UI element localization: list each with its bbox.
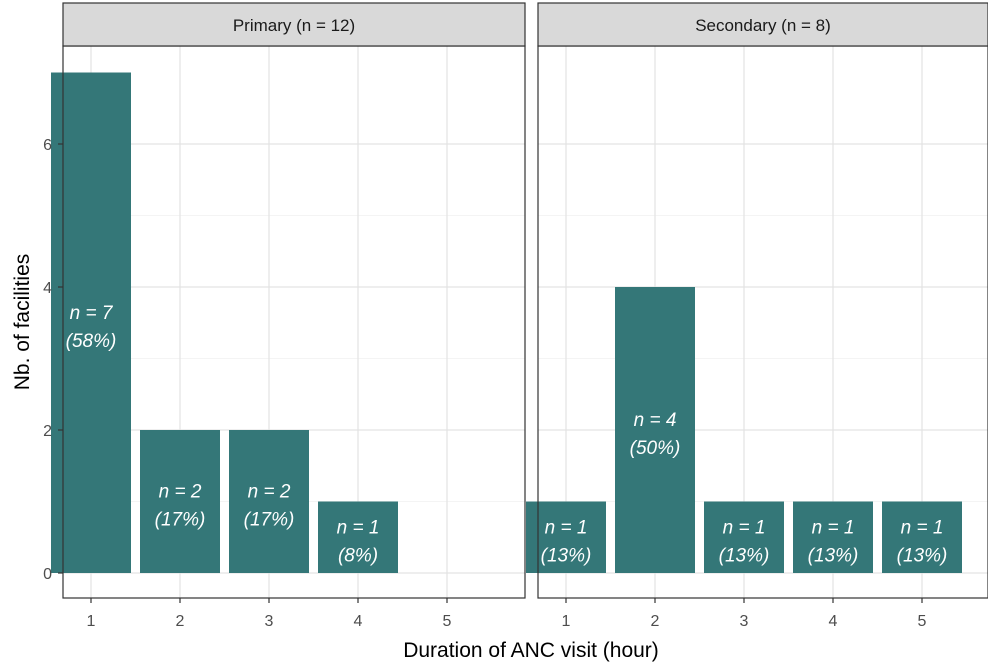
x-tick-label: 2 [176,613,185,630]
bar-label: n = 2 [159,482,202,503]
bar-label: n = 4 [634,410,677,431]
bar-label: (17%) [155,510,206,531]
y-tick-label: 4 [43,280,52,297]
bar-label: (50%) [630,438,681,459]
bar [526,501,606,573]
bar-label: n = 1 [337,517,380,538]
x-tick-label: 1 [562,613,571,630]
x-tick-label: 5 [443,613,452,630]
bar-label: n = 1 [545,517,588,538]
bar-label: (58%) [66,331,117,352]
bar-label: (13%) [541,545,592,566]
bar [704,501,784,573]
bar-label: (8%) [338,545,378,566]
y-tick-label: 6 [43,137,52,154]
bar [229,430,309,573]
bar [882,501,962,573]
x-tick-label: 2 [651,613,660,630]
facet-strip-title: Secondary (n = 8) [695,16,831,35]
bar [318,501,398,573]
x-tick-label: 3 [740,613,749,630]
x-tick-label: 5 [918,613,927,630]
bar-label: (13%) [808,545,859,566]
x-tick-label: 4 [354,613,363,630]
x-axis-title: Duration of ANC visit (hour) [403,639,659,662]
bar [140,430,220,573]
bar [793,501,873,573]
bar-label: (13%) [719,545,770,566]
bar-label: (17%) [244,510,295,531]
x-tick-label: 3 [265,613,274,630]
panel-2: n = 1 (13%) n = 4 (50%) n = 1 (13%) n = 1 (13%)… [526,2,988,630]
bar-label: n = 1 [723,517,766,538]
bar-label: n = 1 [901,517,944,538]
facet-strip-title: Primary (n = 12) [233,16,355,35]
bar-label: n = 1 [812,517,855,538]
bar-label: n = 7 [70,303,114,324]
x-tick-label: 1 [87,613,96,630]
bar-label: (13%) [897,545,948,566]
facet-strip [62,2,526,47]
bar [51,72,131,573]
x-tick-label: 4 [829,613,838,630]
facet-strip [537,2,988,47]
y-tick-label: 0 [43,566,52,583]
bar-label: n = 2 [248,482,291,503]
y-axis-title: Nb. of facilities [11,254,34,391]
bar [615,287,695,573]
y-axis: 0 2 4 6 [43,137,63,583]
panel-1: n = 7 (58%) n = 2 (17%) n = 2 (17%) n = 1 (8%) P… [51,2,526,630]
y-tick-label: 2 [43,423,52,440]
